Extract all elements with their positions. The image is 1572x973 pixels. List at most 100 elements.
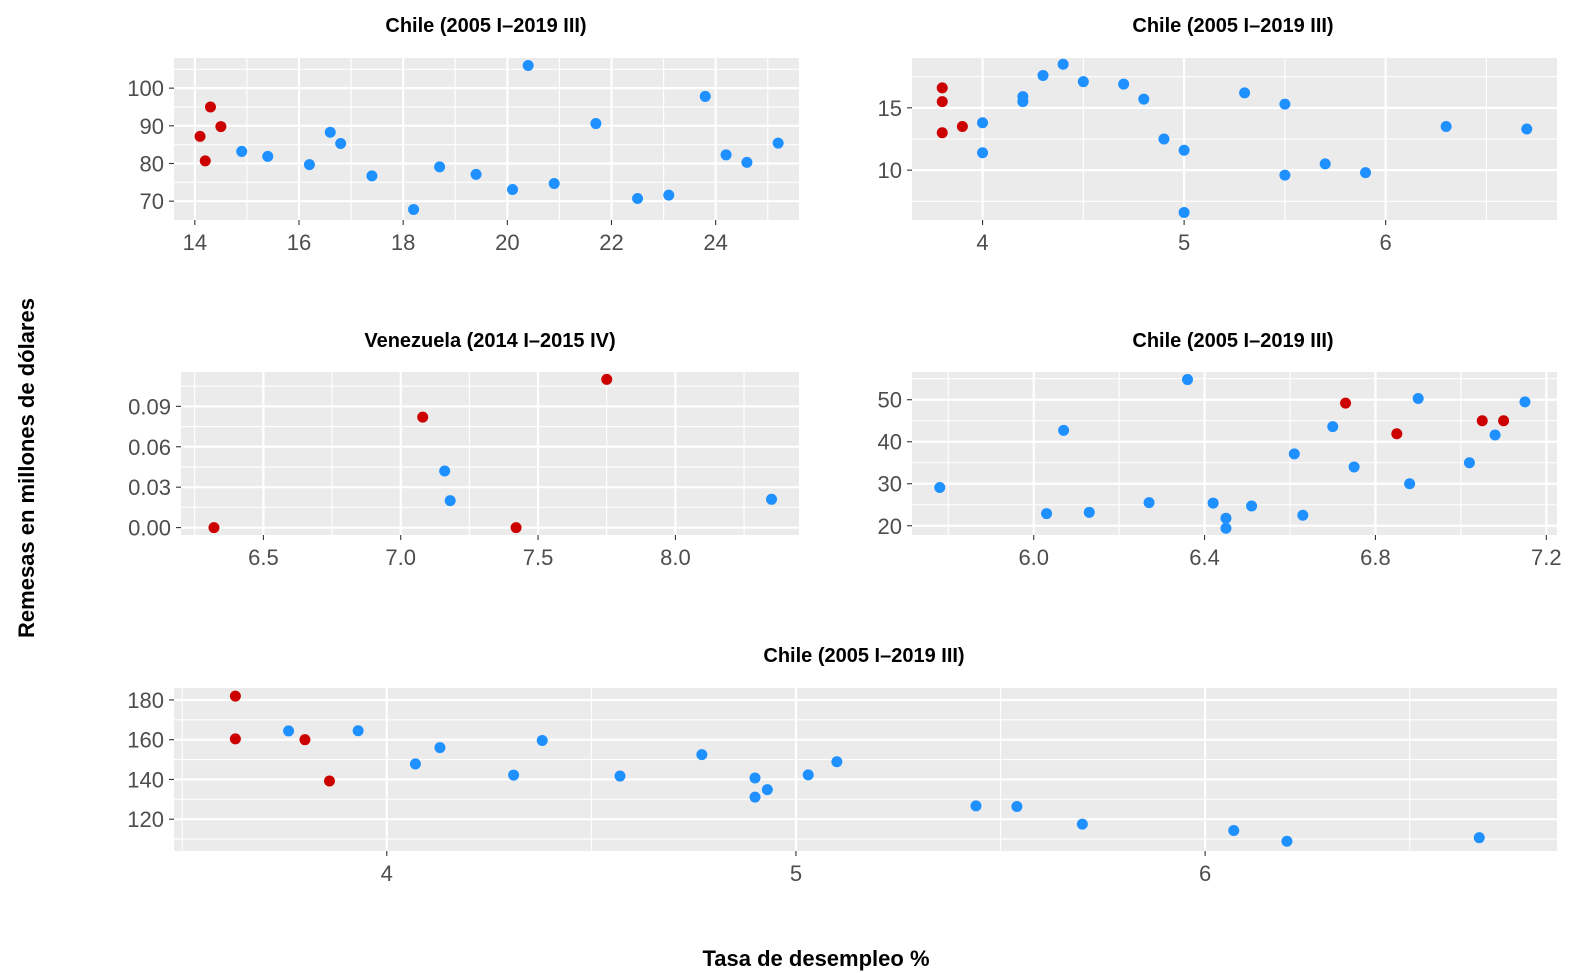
data-point (977, 117, 989, 129)
data-point (802, 769, 814, 781)
data-point (1412, 392, 1424, 404)
highlight-point (936, 127, 948, 139)
data-point (1220, 522, 1232, 534)
data-point (977, 147, 989, 159)
data-point (831, 756, 843, 768)
data-point (1143, 497, 1155, 509)
highlight-point (299, 734, 311, 746)
data-point (1017, 96, 1029, 108)
highlight-point (204, 101, 216, 113)
y-tick-label: 120 (127, 807, 164, 832)
panel-background (174, 58, 799, 220)
panel-background (181, 372, 799, 535)
data-point (408, 203, 420, 215)
data-point (720, 149, 732, 161)
data-point (1178, 144, 1190, 156)
data-point (366, 170, 378, 182)
data-point (1037, 69, 1049, 81)
x-tick-label: 4 (976, 230, 988, 255)
highlight-point (936, 82, 948, 94)
x-tick-label: 24 (703, 230, 727, 255)
data-point (409, 758, 421, 770)
x-axis-title: Tasa de desempleo % (702, 946, 929, 971)
data-point (1058, 424, 1070, 436)
x-tick-label: 6 (1199, 861, 1211, 886)
y-tick-label: 15 (878, 96, 902, 121)
data-point (1083, 506, 1095, 518)
panel-background (912, 372, 1557, 535)
y-tick-label: 40 (878, 430, 902, 455)
data-point (590, 118, 602, 130)
panel-venezuela: Venezuela (2014 I–2015 IV) 6.5 7.0 7.5 8.0 0.… (128, 330, 799, 570)
data-point (1463, 457, 1475, 469)
data-point (1519, 396, 1531, 408)
data-point (324, 126, 336, 138)
data-point (741, 156, 753, 168)
data-point (1521, 123, 1533, 135)
data-point (1489, 429, 1501, 441)
data-point (1279, 98, 1291, 110)
data-point (1182, 374, 1194, 386)
data-point (1360, 167, 1372, 179)
data-point (522, 60, 534, 72)
data-point (1327, 421, 1339, 433)
y-tick-label: 140 (127, 767, 164, 792)
data-point (699, 90, 711, 102)
highlight-point (208, 522, 220, 534)
data-point (536, 734, 548, 746)
highlight-point (1498, 415, 1510, 427)
panel-title: Chile (2005 I–2019 III) (763, 645, 964, 667)
panel-chile-bottom: Chile (2005 I–2019 III) 4 5 6 120 140 160 180 (127, 645, 1557, 886)
data-point (352, 725, 364, 737)
data-point (934, 482, 946, 494)
x-tick-label: 6.8 (1360, 545, 1391, 570)
data-point (614, 770, 626, 782)
highlight-point (417, 411, 429, 423)
data-point (548, 177, 560, 189)
highlight-point (1391, 428, 1403, 440)
data-point (1207, 497, 1219, 509)
data-point (1348, 461, 1360, 473)
y-tick-label: 10 (878, 158, 902, 183)
data-point (434, 742, 446, 754)
data-point (1138, 93, 1150, 105)
data-point (1239, 87, 1251, 99)
highlight-point (510, 522, 522, 534)
data-point (1246, 500, 1258, 512)
x-tick-label: 6 (1380, 230, 1392, 255)
data-point (434, 161, 446, 173)
highlight-point (199, 155, 211, 167)
data-point (1041, 508, 1053, 520)
y-tick-label: 0.09 (128, 394, 171, 419)
panel-title: Chile (2005 I–2019 III) (1132, 330, 1333, 352)
data-point (262, 150, 274, 162)
data-point (444, 495, 456, 507)
y-tick-label: 90 (140, 114, 164, 139)
data-point (1118, 78, 1130, 90)
y-tick-label: 50 (878, 388, 902, 413)
data-point (439, 465, 451, 477)
data-point (1319, 158, 1331, 170)
data-point (766, 493, 778, 505)
data-point (1057, 58, 1069, 70)
data-point (1220, 512, 1232, 524)
panel-title: Venezuela (2014 I–2015 IV) (364, 330, 615, 352)
data-point (1440, 121, 1452, 133)
y-tick-label: 180 (127, 688, 164, 713)
x-tick-label: 5 (790, 861, 802, 886)
highlight-point (323, 775, 335, 787)
data-point (1077, 76, 1089, 88)
x-tick-label: 7.2 (1531, 545, 1562, 570)
x-tick-label: 6.4 (1189, 545, 1220, 570)
x-tick-label: 4 (381, 861, 393, 886)
data-point (508, 769, 520, 781)
data-point (749, 772, 761, 784)
data-point (761, 784, 773, 796)
x-tick-label: 6.0 (1018, 545, 1049, 570)
highlight-point (194, 130, 206, 142)
x-tick-label: 22 (599, 230, 623, 255)
data-point (696, 749, 708, 761)
x-tick-label: 14 (183, 230, 207, 255)
data-point (507, 183, 519, 195)
